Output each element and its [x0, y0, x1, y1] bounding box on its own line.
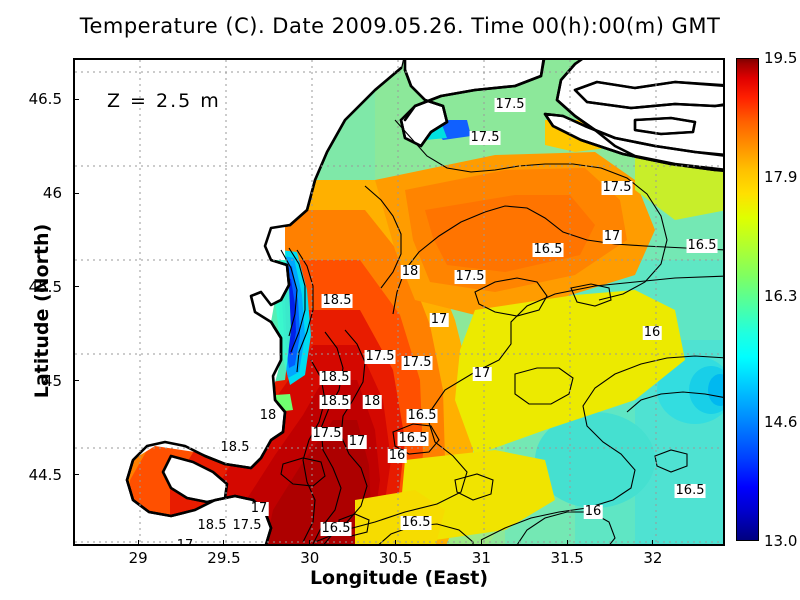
colorbar-tick-label: 14.6: [764, 413, 798, 432]
x-tick-mark: [223, 540, 225, 546]
y-tick-label: 45.5: [28, 277, 62, 296]
x-tick-mark: [309, 540, 311, 546]
y-tick-mark: [73, 286, 79, 288]
contour-label: 18.5: [219, 440, 251, 455]
x-tick-label: 29: [128, 549, 148, 567]
contour-label: 17.5: [454, 269, 486, 284]
colorbar-tick-label: 19.5: [764, 49, 798, 67]
contour-label: 17: [602, 229, 622, 244]
y-tick-label: 46: [42, 184, 62, 203]
contour-label: 17: [472, 366, 492, 381]
contour-label: 18.5: [319, 394, 351, 409]
x-axis-label: Longitude (East): [309, 567, 489, 589]
colorbar-tick-label: 13.0: [764, 532, 798, 550]
map-plot-area: Z = 2.5 m 17.5 17.5 17.5 17 16.5 16.5 18 17.5 18…: [73, 58, 725, 546]
contour-label: 17.5: [364, 349, 396, 364]
y-tick-label: 44.5: [28, 465, 62, 484]
contour-label: 17.5: [401, 355, 433, 370]
colorbar-tick-label: 16.3: [764, 286, 798, 305]
y-tick-mark: [73, 98, 79, 100]
contour-label: 18.5: [321, 293, 353, 308]
contour-label: 16: [387, 448, 407, 463]
depth-annotation: Z = 2.5 m: [107, 90, 221, 112]
contour-label: 18: [400, 264, 420, 279]
coastline: [125, 60, 723, 544]
contour-label: 17.5: [469, 130, 501, 145]
contour-label: 18.5: [319, 370, 351, 385]
contour-label: 16.5: [532, 242, 564, 257]
contour-label: 17: [429, 312, 449, 327]
contour-label: 16.5: [686, 238, 718, 253]
y-tick-mark: [73, 474, 79, 476]
contour-label: 17.5: [311, 426, 343, 441]
chart-title: Temperature (C). Date 2009.05.26. Time 0…: [79, 14, 721, 38]
y-tick-mark: [73, 192, 79, 194]
contour-label: 17: [347, 434, 367, 449]
colorbar-tick-label: 17.9: [764, 167, 798, 186]
x-tick-label: 30: [300, 549, 320, 567]
map-graphics: [75, 60, 723, 544]
x-tick-mark: [395, 540, 397, 546]
x-tick-label: 29.5: [207, 549, 241, 567]
x-tick-label: 31.5: [550, 549, 584, 567]
x-tick-mark: [137, 540, 139, 546]
x-tick-label: 32: [643, 549, 663, 567]
y-axis-label: Latitude (North): [31, 223, 53, 399]
colorbar: [736, 58, 759, 541]
contour-label: 16.5: [406, 408, 438, 423]
contour-label: 16: [642, 325, 662, 340]
contour-label: 16.5: [400, 515, 432, 530]
contour-label: 16: [583, 504, 603, 519]
x-tick-mark: [480, 540, 482, 546]
x-tick-mark: [652, 540, 654, 546]
y-tick-label: 45: [42, 371, 62, 390]
contour-label: 18.5: [196, 518, 228, 533]
y-tick-mark: [73, 380, 79, 382]
x-tick-label: 31: [471, 549, 491, 567]
x-tick-label: 30.5: [378, 549, 413, 567]
contour-label: 17.5: [231, 518, 263, 533]
contour-label: 16.5: [320, 521, 352, 536]
y-tick-label: 46.5: [28, 90, 62, 109]
contour-label: 18: [362, 394, 382, 409]
contour-label: 17.5: [494, 97, 526, 112]
contour-label: 16.5: [397, 431, 429, 446]
contour-label: 18: [258, 408, 278, 423]
contour-label: 17.5: [601, 180, 633, 195]
contour-label: 17: [175, 539, 195, 544]
contour-label: 16.5: [674, 483, 706, 498]
x-tick-mark: [566, 540, 568, 546]
contour-label: 17: [249, 501, 269, 516]
